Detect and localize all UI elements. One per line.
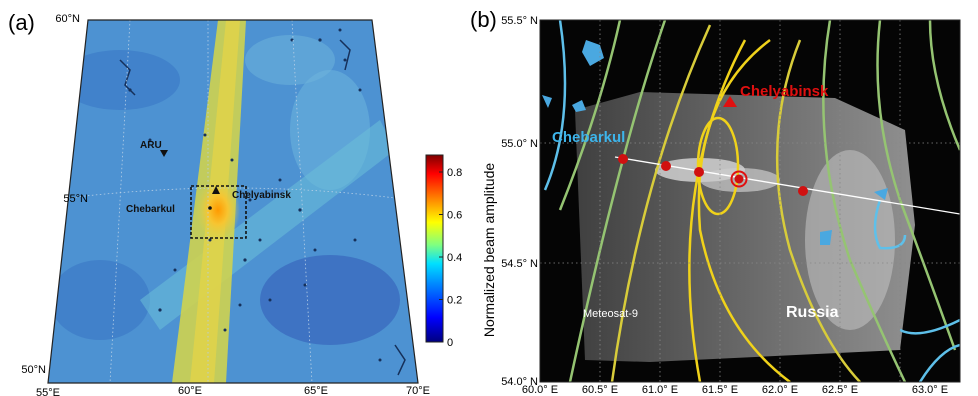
meteosat-label: Meteosat-9: [583, 308, 638, 320]
graticule-b: [540, 20, 960, 382]
colorbar: 0 0.2 0.4 0.6 0.8: [425, 154, 462, 349]
chebarkul-a-label: Chebarkul: [126, 204, 175, 215]
colorbar-tick-label: 0.8: [447, 167, 462, 179]
trajectory-point: [661, 161, 671, 171]
trajectory-line: [614, 156, 960, 215]
colorbar-gradient: [425, 154, 444, 343]
lat-b-55-5: 55.5° N: [501, 15, 538, 27]
colorbar-tick-label: 0: [447, 337, 453, 349]
lat-b-55-0: 55.0° N: [501, 138, 538, 150]
hotspot: [196, 178, 240, 242]
lat-label-60: 60°N: [55, 13, 80, 25]
y-axis-title: Normalized beam amplitude: [481, 163, 497, 338]
lon-label-60: 60°E: [178, 385, 202, 396]
chebarkul-a-marker: [208, 206, 212, 210]
chelyabinsk-b-label: Chelyabinsk: [740, 83, 829, 100]
panel-b-map: Chelyabinsk Chebarkul Russia Meteosat-9 …: [501, 15, 961, 396]
lat-b-54-0: 54.0° N: [501, 376, 538, 388]
colorbar-tick-label: 0.2: [447, 295, 462, 307]
lon-label-70: 70°E: [406, 385, 430, 396]
peak-ring: [730, 170, 748, 188]
lat-b-54-5: 54.5° N: [501, 258, 538, 270]
colorbar-tick-label: 0.6: [447, 210, 462, 222]
map-a-frame: [47, 19, 419, 384]
trajectory-point: [798, 186, 808, 196]
lat-label-55: 55°N: [63, 193, 88, 205]
map-b-frame: [539, 19, 961, 383]
graticule: [67, 20, 396, 383]
lon-b-61-5: 61.5° E: [702, 384, 738, 396]
trajectory-point: [694, 167, 704, 177]
panel-a-label: (a): [8, 10, 35, 35]
aru-label: ARU: [140, 140, 162, 151]
panel-a-map: ARU Chebarkul Chelyabinsk 60°N 55°N 50°N…: [21, 13, 430, 396]
lon-b-61-0: 61.0° E: [642, 384, 678, 396]
peak-point: [734, 174, 744, 184]
lon-label-55: 55°E: [36, 387, 60, 396]
lon-b-60-5: 60.5° E: [582, 384, 618, 396]
lon-b-62-0: 62.0° E: [762, 384, 798, 396]
water-bodies: [542, 40, 888, 245]
trajectory-point: [618, 154, 628, 164]
lon-b-63-0: 63.0° E: [912, 384, 948, 396]
panel-b-label: (b): [470, 7, 497, 32]
study-area-box: [190, 185, 247, 239]
colorbar-tick-label: 0.4: [447, 252, 462, 264]
russia-label: Russia: [786, 304, 839, 321]
chebarkul-b-label: Chebarkul: [552, 129, 625, 146]
chelyabinsk-a-marker: [212, 186, 220, 194]
chelyabinsk-b-marker: [723, 96, 737, 107]
chelyabinsk-a-label: Chelyabinsk: [232, 190, 291, 201]
aru-marker: [160, 150, 168, 157]
lat-label-50: 50°N: [21, 364, 46, 376]
lon-label-65: 65°E: [304, 385, 328, 396]
lon-b-60-0: 60.0° E: [522, 384, 558, 396]
lon-b-62-5: 62.5° E: [822, 384, 858, 396]
